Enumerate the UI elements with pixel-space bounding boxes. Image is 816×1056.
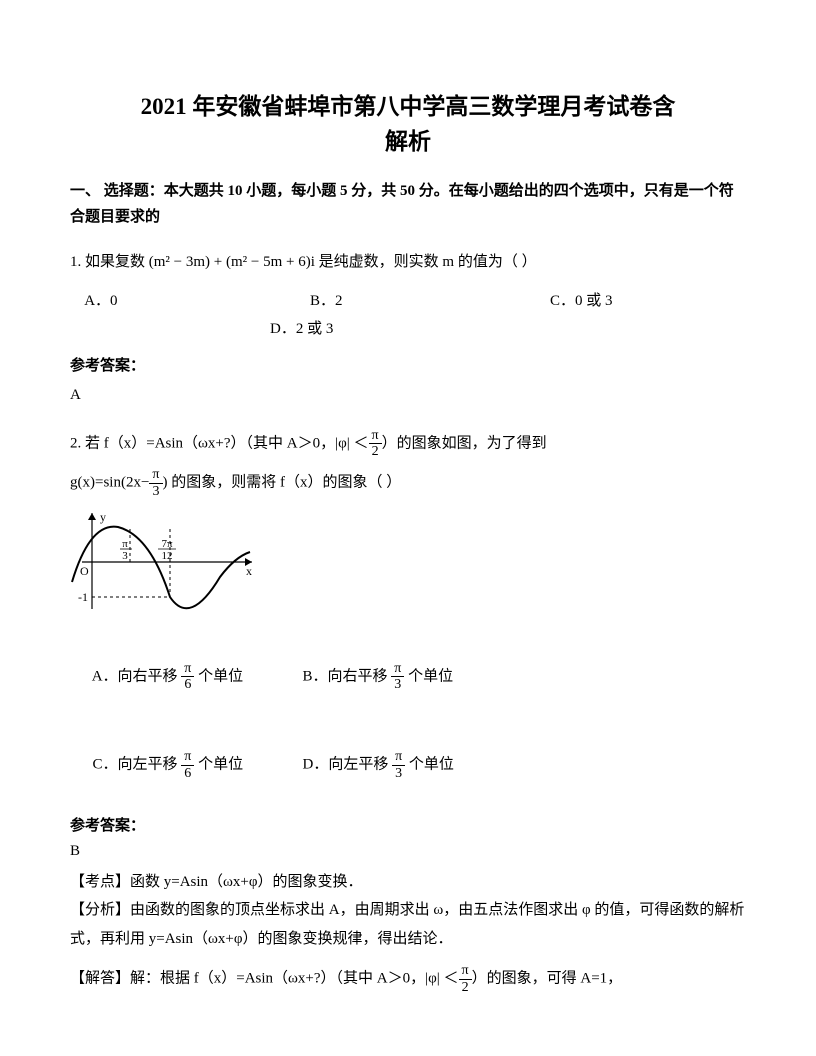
frac-pi-2: π2 xyxy=(369,428,382,460)
q2-jieda: 【解答】解：根据 f（x）=Asin（ωx+?）（其中 A＞0，|φ| ＜π2）… xyxy=(70,963,746,995)
q1-answer: A xyxy=(70,387,746,404)
q2-fenxi: 【分析】由函数的图象的顶点坐标求出 A，由周期求出 ω，由五点法作图求出 φ 的… xyxy=(70,896,746,953)
q1-opt-b: B．2 xyxy=(310,287,550,316)
q2-opt-d: D．向左平移 π3 个单位 xyxy=(280,721,454,810)
q2-kaodian: 【考点】函数 y=Asin（ωx+φ）的图象变换． xyxy=(70,868,746,897)
tick1-den: 3 xyxy=(122,550,128,562)
frac-pi-6-a: π6 xyxy=(181,661,194,693)
question-2-line1: 2. 若 f（x）=Asin（ωx+?）（其中 A＞0，|φ| ＜π2）的图象如… xyxy=(70,428,746,460)
title-line-2: 解析 xyxy=(385,129,431,154)
q2-jieda-pre: 【解答】解：根据 f（x）=Asin（ωx+?）（其中 A＞0，|φ| xyxy=(70,970,444,986)
question-2-line2: g(x)=sin(2x−π3) 的图象，则需将 f（x）的图象（ ） xyxy=(70,467,746,499)
q1-prefix: 1. 如果复数 xyxy=(70,254,149,270)
frac-pi-3-g: π3 xyxy=(149,467,162,499)
q1-opt-c: C．0 或 3 xyxy=(550,287,613,316)
q2-graph: y x O -1 π 3 7π 12 xyxy=(70,507,746,622)
section-intro: 一、 选择题：本大题共 10 小题，每小题 5 分，共 50 分。在每小题给出的… xyxy=(70,179,746,230)
q2-opt-a: A．向右平移 π6 个单位 xyxy=(70,632,280,721)
q2-l2-post: 的图象，则需将 f（x）的图象（ ） xyxy=(168,475,402,491)
q2-l1-pre: 2. 若 f（x）=Asin（ωx+?）（其中 A＞0，|φ| xyxy=(70,435,354,451)
tick2-num: 7π xyxy=(161,538,173,550)
q2-options-row1: A．向右平移 π6 个单位 B．向右平移 π3 个单位 xyxy=(70,632,746,721)
q1-expression: (m² − 3m) + (m² − 5m + 6)i xyxy=(149,254,315,270)
q1-opt-a: A．0 xyxy=(70,287,310,316)
neg1-label: -1 xyxy=(78,590,88,604)
q1-options-2: D．2 或 3 xyxy=(70,315,746,344)
lt-icon-2: ＜ xyxy=(444,970,459,986)
frac-pi-6-c: π6 xyxy=(181,749,194,781)
q2-options-row2: C．向左平移 π6 个单位 D．向左平移 π3 个单位 xyxy=(70,721,746,810)
q2-answer: B xyxy=(70,843,746,860)
x-axis-label: x xyxy=(246,564,252,578)
sine-graph-svg: y x O -1 π 3 7π 12 xyxy=(70,507,260,617)
lt-icon: ＜ xyxy=(354,435,369,451)
q2-l1-post: ）的图象如图，为了得到 xyxy=(382,435,547,451)
q2-opt-c: C．向左平移 π6 个单位 xyxy=(70,721,280,810)
q2-opt-b: B．向右平移 π3 个单位 xyxy=(280,632,453,721)
frac-pi-2-jieda: π2 xyxy=(459,963,472,995)
q1-opt-d: D．2 或 3 xyxy=(70,315,510,344)
page-title: 2021 年安徽省蚌埠市第八中学高三数学理月考试卷含 解析 xyxy=(70,90,746,159)
q2-gx-pre: g(x)=sin(2x− xyxy=(70,475,149,491)
exam-page: 2021 年安徽省蚌埠市第八中学高三数学理月考试卷含 解析 一、 选择题：本大题… xyxy=(0,0,816,1035)
q2-jieda-post: ）的图象，可得 A=1， xyxy=(472,970,623,986)
frac-pi-3-b: π3 xyxy=(391,661,404,693)
q1-suffix: 是纯虚数，则实数 m 的值为（ ） xyxy=(315,254,537,270)
origin-label: O xyxy=(80,564,89,578)
tick2-den: 12 xyxy=(162,550,173,562)
y-axis-label: y xyxy=(100,510,106,524)
tick1-num: π xyxy=(122,538,128,550)
q1-answer-label: 参考答案： xyxy=(70,354,746,375)
title-line-1: 2021 年安徽省蚌埠市第八中学高三数学理月考试卷含 xyxy=(141,94,676,119)
q1-options: A．0 B．2 C．0 或 3 xyxy=(70,287,746,316)
frac-pi-3-d: π3 xyxy=(392,749,405,781)
question-1: 1. 如果复数 (m² − 3m) + (m² − 5m + 6)i 是纯虚数，… xyxy=(70,248,746,277)
q2-answer-label: 参考答案： xyxy=(70,814,746,835)
